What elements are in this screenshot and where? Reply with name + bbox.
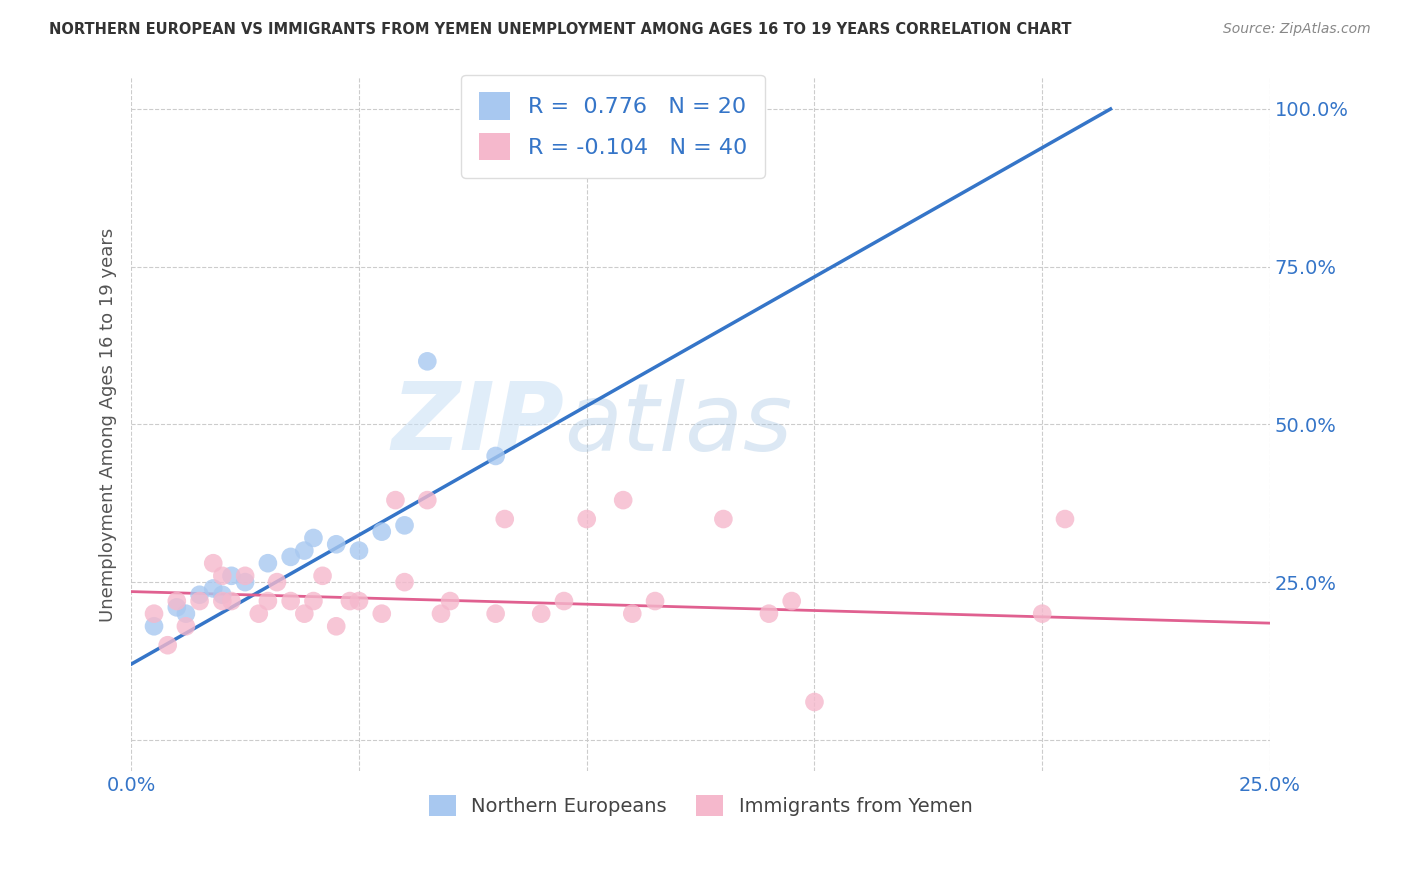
Point bbox=[174, 607, 197, 621]
Point bbox=[416, 493, 439, 508]
Point bbox=[166, 594, 188, 608]
Point bbox=[758, 607, 780, 621]
Point bbox=[292, 607, 315, 621]
Text: Source: ZipAtlas.com: Source: ZipAtlas.com bbox=[1223, 22, 1371, 37]
Point bbox=[211, 569, 233, 583]
Point bbox=[1031, 607, 1053, 621]
Point bbox=[711, 512, 734, 526]
Point bbox=[221, 594, 243, 608]
Point bbox=[257, 594, 280, 608]
Text: NORTHERN EUROPEAN VS IMMIGRANTS FROM YEMEN UNEMPLOYMENT AMONG AGES 16 TO 19 YEAR: NORTHERN EUROPEAN VS IMMIGRANTS FROM YEM… bbox=[49, 22, 1071, 37]
Point bbox=[347, 543, 370, 558]
Point bbox=[485, 607, 508, 621]
Point bbox=[202, 556, 225, 570]
Point bbox=[302, 531, 325, 545]
Point bbox=[174, 619, 197, 633]
Point bbox=[188, 588, 211, 602]
Point bbox=[430, 607, 453, 621]
Point bbox=[257, 556, 280, 570]
Point bbox=[530, 607, 553, 621]
Point bbox=[233, 575, 256, 590]
Point bbox=[1053, 512, 1076, 526]
Point bbox=[266, 575, 288, 590]
Point bbox=[247, 607, 270, 621]
Point bbox=[347, 594, 370, 608]
Point bbox=[803, 695, 825, 709]
Point bbox=[439, 594, 461, 608]
Point bbox=[188, 594, 211, 608]
Text: ZIP: ZIP bbox=[391, 378, 564, 470]
Point bbox=[221, 569, 243, 583]
Point bbox=[612, 493, 634, 508]
Point bbox=[280, 594, 302, 608]
Point bbox=[325, 619, 347, 633]
Point bbox=[384, 493, 406, 508]
Point bbox=[644, 594, 666, 608]
Point bbox=[156, 638, 179, 652]
Point bbox=[211, 594, 233, 608]
Point bbox=[302, 594, 325, 608]
Point bbox=[780, 594, 803, 608]
Point bbox=[371, 524, 394, 539]
Point bbox=[311, 569, 333, 583]
Point bbox=[166, 600, 188, 615]
Point bbox=[394, 518, 416, 533]
Point bbox=[202, 582, 225, 596]
Point bbox=[607, 102, 630, 116]
Point bbox=[485, 449, 508, 463]
Point bbox=[394, 575, 416, 590]
Point bbox=[143, 607, 166, 621]
Point bbox=[339, 594, 361, 608]
Text: atlas: atlas bbox=[564, 379, 792, 470]
Point bbox=[575, 512, 598, 526]
Point bbox=[621, 607, 644, 621]
Point bbox=[292, 543, 315, 558]
Legend: Northern Europeans, Immigrants from Yemen: Northern Europeans, Immigrants from Yeme… bbox=[420, 788, 980, 824]
Point bbox=[211, 588, 233, 602]
Point bbox=[553, 594, 575, 608]
Point bbox=[233, 569, 256, 583]
Y-axis label: Unemployment Among Ages 16 to 19 years: Unemployment Among Ages 16 to 19 years bbox=[100, 227, 117, 622]
Point bbox=[371, 607, 394, 621]
Point bbox=[143, 619, 166, 633]
Point bbox=[416, 354, 439, 368]
Point bbox=[280, 549, 302, 564]
Point bbox=[325, 537, 347, 551]
Point bbox=[494, 512, 516, 526]
Point bbox=[599, 102, 621, 116]
